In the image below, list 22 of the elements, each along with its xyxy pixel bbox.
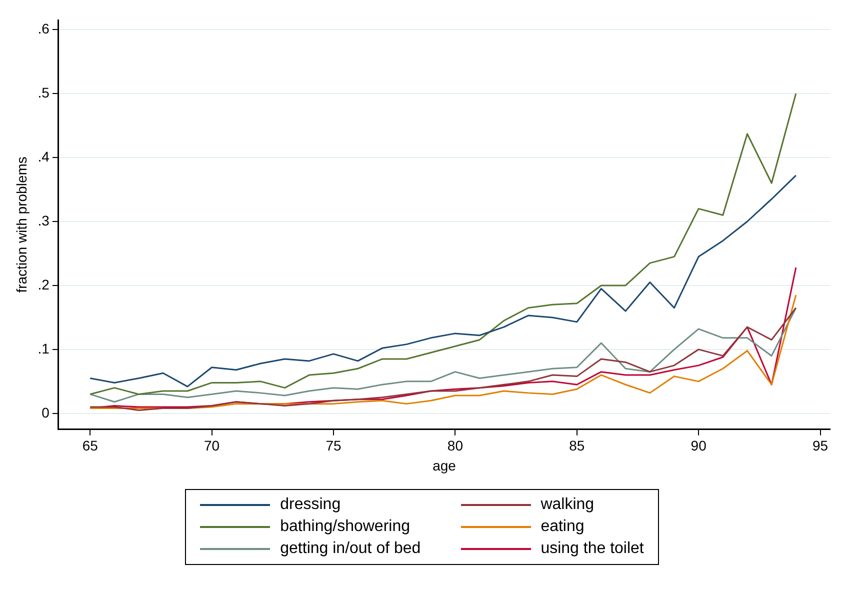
y-tick-label: .6 xyxy=(38,20,50,36)
legend-label: getting in/out of bed xyxy=(280,540,421,558)
y-tick-label: .1 xyxy=(38,340,50,356)
y-tick-label: 0 xyxy=(42,404,50,420)
legend-label: bathing/showering xyxy=(280,518,410,536)
legend-label: walking xyxy=(540,496,594,514)
x-tick-label: 75 xyxy=(326,438,342,454)
x-tick-label: 90 xyxy=(690,438,707,454)
x-axis-title: age xyxy=(432,457,456,474)
x-tick-label: 80 xyxy=(447,438,464,454)
y-tick-label: .3 xyxy=(38,212,50,228)
legend-label: eating xyxy=(540,518,584,536)
legend-label: dressing xyxy=(280,496,341,514)
x-tick-label: 65 xyxy=(82,438,98,454)
x-tick-label: 95 xyxy=(812,438,828,454)
x-tick-label: 70 xyxy=(204,438,220,454)
y-tick-label: .4 xyxy=(38,148,50,164)
y-tick-label: .5 xyxy=(38,84,50,100)
x-tick-label: 85 xyxy=(569,438,585,454)
y-axis-title: fraction with problems xyxy=(13,156,30,293)
legend-label: using the toilet xyxy=(540,540,644,558)
y-tick-label: .2 xyxy=(38,276,50,292)
